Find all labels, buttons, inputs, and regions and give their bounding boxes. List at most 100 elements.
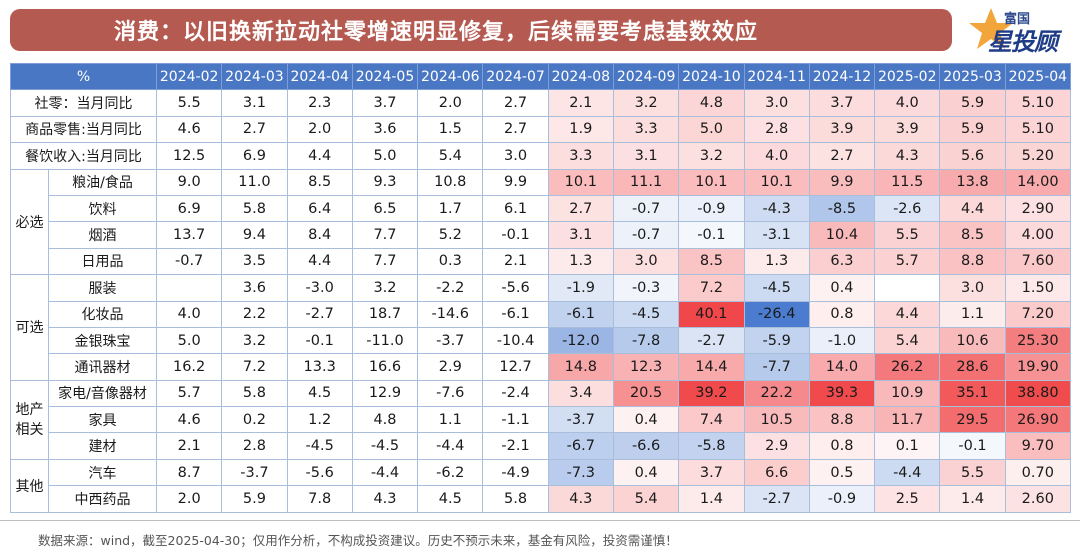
value-cell: 4.5 (286, 379, 353, 408)
value-cell: 5.4 (417, 142, 484, 170)
value-cell: 6.5 (351, 194, 419, 223)
value-cell: 1.3 (547, 247, 614, 276)
column-header: 2024-05 (351, 62, 419, 91)
value-cell: 26.90 (1004, 406, 1072, 434)
value-cell: 14.8 (547, 353, 614, 381)
header-row: % 2024-02 2024-03 2024-04 2024-05 2024-06 202… (10, 62, 1072, 91)
value-cell: 40.1 (678, 300, 745, 328)
value-cell: 3.7 (678, 458, 745, 487)
value-cell: -0.1 (286, 326, 353, 355)
value-cell: -6.1 (482, 300, 549, 328)
group-label: 其他 (10, 458, 49, 513)
value-cell: 3.7 (808, 89, 876, 117)
value-cell: 5.9 (221, 485, 288, 513)
table-row: 社零：当月同比 5.5 3.1 2.3 3.7 2.0 2.7 2.1 3.2 4.8 3.0 3.7… (10, 89, 1072, 117)
value-cell: -4.3 (743, 194, 810, 223)
value-cell: 4.00 (1004, 221, 1072, 249)
column-header: 2024-06 (417, 62, 484, 91)
value-cell: 7.2 (678, 274, 745, 302)
value-cell: 4.4 (286, 247, 353, 276)
row-label: 中西药品 (48, 485, 157, 513)
value-cell: 3.2 (678, 142, 745, 170)
table-row: 商品零售:当月同比 4.6 2.7 2.0 3.6 1.5 2.7 1.9 3.3 5.0 2.8 3… (10, 115, 1072, 144)
table-row: 中西药品 2.0 5.9 7.8 4.3 4.5 5.8 4.3 5.4 1.4 -2.7 -0.9 2… (11, 485, 1072, 513)
value-cell: -3.0 (286, 274, 353, 302)
value-cell: 8.7 (155, 458, 223, 487)
value-cell: -2.2 (417, 274, 484, 302)
value-cell: -4.4 (351, 458, 419, 487)
value-cell: 2.8 (221, 432, 288, 460)
value-cell: 7.60 (1004, 247, 1072, 276)
value-cell: 35.1 (939, 379, 1006, 408)
row-label: 家具 (48, 406, 157, 434)
value-cell: 5.4 (612, 485, 680, 513)
value-cell: -0.1 (939, 432, 1006, 460)
row-label: 日用品 (48, 247, 157, 276)
value-cell: 29.5 (939, 406, 1006, 434)
value-cell: 3.3 (612, 115, 680, 144)
consumption-table: % 2024-02 2024-03 2024-04 2024-05 2024-06 202… (10, 62, 1072, 513)
star-icon (969, 8, 1013, 49)
value-cell: 0.8 (808, 432, 876, 460)
value-cell: 20.5 (612, 379, 680, 408)
value-cell: 3.9 (874, 115, 941, 144)
value-cell: -3.7 (417, 326, 484, 355)
row-label: 饮料 (48, 194, 157, 223)
logo-top-text: 富国 (1004, 12, 1031, 27)
column-header: 2024-09 (612, 62, 680, 91)
value-cell: 3.3 (547, 142, 614, 170)
value-cell: 2.1 (482, 247, 549, 276)
value-cell: 9.9 (482, 168, 549, 196)
value-cell: 13.8 (939, 168, 1006, 196)
column-header: 2024-02 (155, 62, 223, 91)
value-cell: 0.70 (1004, 458, 1072, 487)
value-cell: 3.1 (612, 142, 680, 170)
value-cell: -4.4 (417, 432, 484, 460)
value-cell: 0.2 (221, 406, 288, 434)
column-header: 2025-03 (939, 62, 1006, 91)
value-cell: 2.7 (547, 194, 614, 223)
value-cell: -6.6 (612, 432, 680, 460)
table-row: 通讯器材 16.2 7.2 13.3 16.6 2.9 12.7 14.8 12.3 14.4 -7… (11, 353, 1072, 381)
value-cell: 0.5 (808, 458, 876, 487)
value-cell: 6.9 (155, 194, 223, 223)
value-cell: 18.7 (351, 300, 419, 328)
value-cell: 11.7 (874, 406, 941, 434)
value-cell: 5.0 (678, 115, 745, 144)
value-cell: -6.1 (547, 300, 614, 328)
value-cell: -2.7 (743, 485, 810, 513)
value-cell: 5.5 (939, 458, 1006, 487)
value-cell: 3.9 (808, 115, 876, 144)
value-cell: -4.5 (351, 432, 419, 460)
value-cell: 11.5 (874, 168, 941, 196)
value-cell (874, 274, 941, 302)
source-note: 数据来源：wind，截至2025-04-30；仅用作分析，不构成投资建议。历史不… (38, 533, 678, 548)
value-cell: 0.3 (417, 247, 484, 276)
value-cell: 8.5 (286, 168, 353, 196)
value-cell: 6.4 (286, 194, 353, 223)
value-cell: -2.4 (482, 379, 549, 408)
value-cell: -7.7 (743, 353, 810, 381)
value-cell: 2.1 (547, 89, 614, 117)
value-cell: -3.1 (743, 221, 810, 249)
row-label: 社零：当月同比 (10, 89, 157, 117)
value-cell: 2.0 (155, 485, 223, 513)
value-cell: -7.3 (547, 458, 614, 487)
value-cell: 9.0 (155, 168, 223, 196)
value-cell: -2.7 (286, 300, 353, 328)
value-cell: 10.4 (808, 221, 876, 249)
value-cell: 5.0 (155, 326, 223, 355)
value-cell: 12.9 (351, 379, 419, 408)
value-cell: -26.4 (743, 300, 810, 328)
row-label: 烟酒 (48, 221, 157, 249)
value-cell: -7.8 (612, 326, 680, 355)
value-cell: -4.9 (482, 458, 549, 487)
value-cell: -4.4 (874, 458, 941, 487)
value-cell: 12.3 (612, 353, 680, 381)
value-cell: 38.80 (1004, 379, 1072, 408)
column-header: 2025-02 (874, 62, 941, 91)
value-cell: 7.20 (1004, 300, 1072, 328)
value-cell: 2.0 (286, 115, 353, 144)
value-cell: 5.7 (155, 379, 223, 408)
value-cell: 4.0 (743, 142, 810, 170)
